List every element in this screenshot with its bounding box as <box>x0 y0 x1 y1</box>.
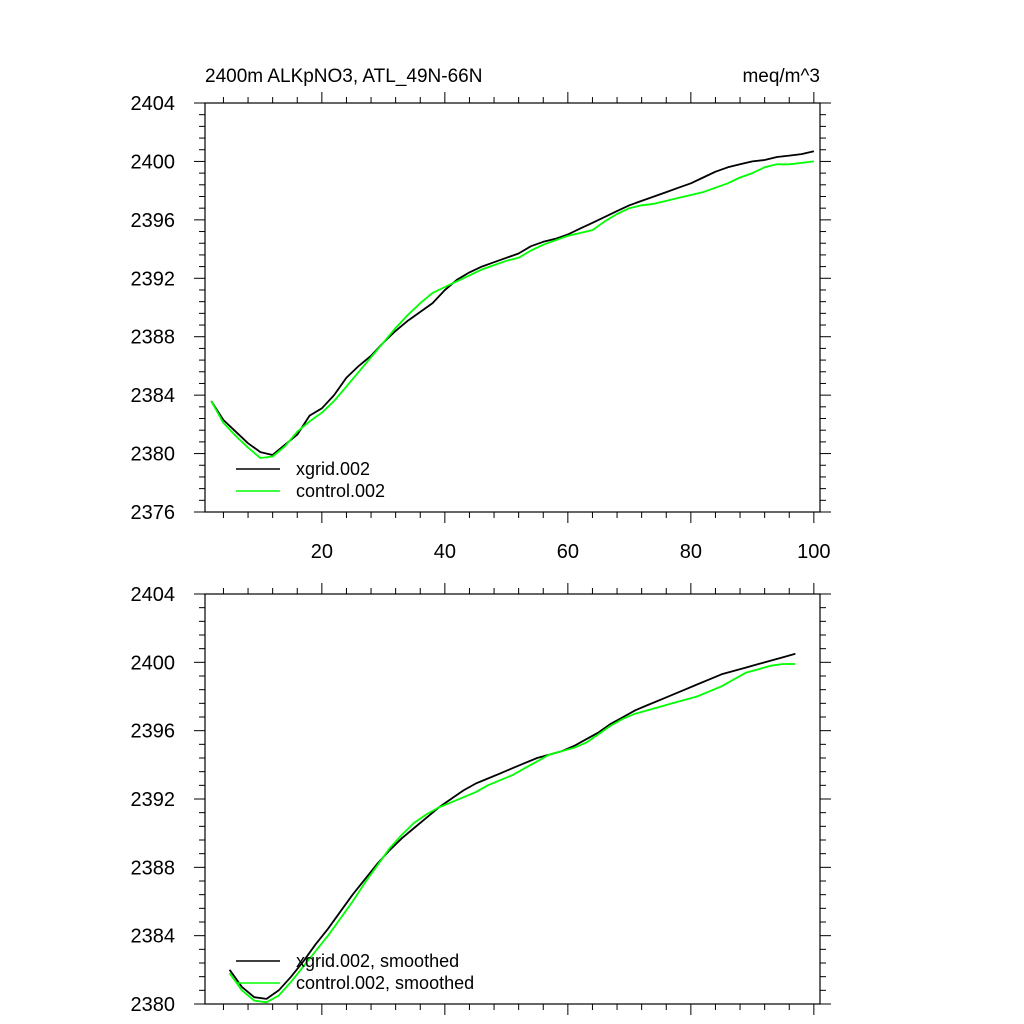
series-line-xgrid <box>228 652 796 1000</box>
x-tick-label: 60 <box>557 541 579 563</box>
y-tick-label: 2380 <box>131 444 176 466</box>
y-tick-label: 2388 <box>131 857 176 879</box>
chart-title: 2400m ALKpNO3, ATL_49N-66N <box>205 66 482 87</box>
series-line-control <box>228 663 796 1004</box>
legend-label: xgrid.002 <box>296 459 370 479</box>
y-tick-label: 2404 <box>131 93 176 115</box>
y-tick-label: 2392 <box>131 268 176 290</box>
y-tick-label: 2396 <box>131 210 176 232</box>
y-tick-label: 2400 <box>131 151 176 173</box>
y-tick-label: 2384 <box>131 385 176 407</box>
legend-label: xgrid.002, smoothed <box>296 951 459 971</box>
bottom-plot-frame <box>204 593 821 1005</box>
y-tick-label: 2388 <box>131 327 176 349</box>
series-line-control <box>210 160 815 459</box>
y-tick-label: 2380 <box>131 994 176 1016</box>
y-tick-label: 2392 <box>131 789 176 811</box>
top-plot-frame <box>204 102 821 513</box>
y-tick-label: 2384 <box>131 926 176 948</box>
series-line-xgrid <box>210 150 815 456</box>
x-tick-label: 80 <box>680 541 702 563</box>
x-tick-label: 100 <box>797 541 830 563</box>
y-tick-label: 2376 <box>131 502 176 524</box>
top-panel: 2376 2380 2384 2388 2392 2396 2400 2404 20 40 60 80… <box>131 66 831 563</box>
bottom-panel: 2380 2384 2388 2392 2396 2400 2404 xgrid.002, s… <box>131 583 831 1016</box>
x-tick-label: 20 <box>311 541 333 563</box>
legend-label: control.002 <box>296 481 385 501</box>
y-tick-label: 2400 <box>131 652 176 674</box>
y-tick-label: 2396 <box>131 721 176 743</box>
units-label: meq/m^3 <box>742 66 820 87</box>
legend-label: control.002, smoothed <box>296 973 474 993</box>
x-tick-label: 40 <box>434 541 456 563</box>
y-tick-label: 2404 <box>131 584 176 606</box>
